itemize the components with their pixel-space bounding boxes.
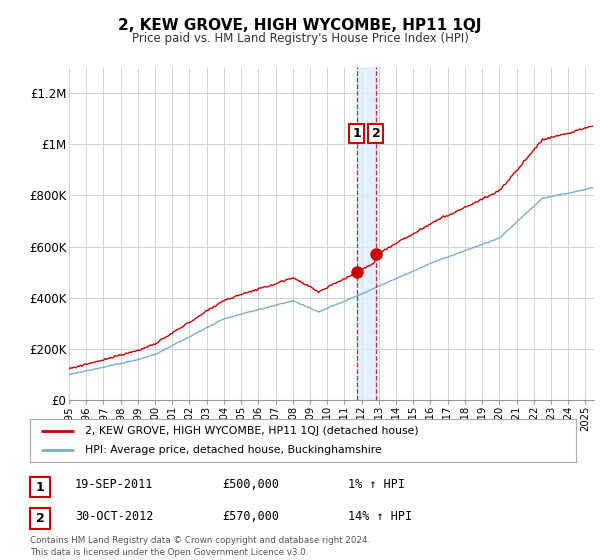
Text: 1: 1	[36, 480, 44, 494]
Text: Contains HM Land Registry data © Crown copyright and database right 2024.
This d: Contains HM Land Registry data © Crown c…	[30, 536, 370, 557]
Text: 14% ↑ HPI: 14% ↑ HPI	[348, 510, 412, 523]
Text: 2, KEW GROVE, HIGH WYCOMBE, HP11 1QJ (detached house): 2, KEW GROVE, HIGH WYCOMBE, HP11 1QJ (de…	[85, 426, 418, 436]
Text: 19-SEP-2011: 19-SEP-2011	[75, 478, 154, 492]
Text: Price paid vs. HM Land Registry's House Price Index (HPI): Price paid vs. HM Land Registry's House …	[131, 32, 469, 45]
Text: 2, KEW GROVE, HIGH WYCOMBE, HP11 1QJ: 2, KEW GROVE, HIGH WYCOMBE, HP11 1QJ	[118, 18, 482, 33]
Text: HPI: Average price, detached house, Buckinghamshire: HPI: Average price, detached house, Buck…	[85, 445, 382, 455]
Text: 2: 2	[371, 127, 380, 141]
Text: £500,000: £500,000	[222, 478, 279, 492]
Text: 1: 1	[352, 127, 361, 141]
Bar	[357, 67, 376, 400]
Text: 1% ↑ HPI: 1% ↑ HPI	[348, 478, 405, 492]
Text: £570,000: £570,000	[222, 510, 279, 523]
Text: 2: 2	[36, 512, 44, 525]
Text: 30-OCT-2012: 30-OCT-2012	[75, 510, 154, 523]
